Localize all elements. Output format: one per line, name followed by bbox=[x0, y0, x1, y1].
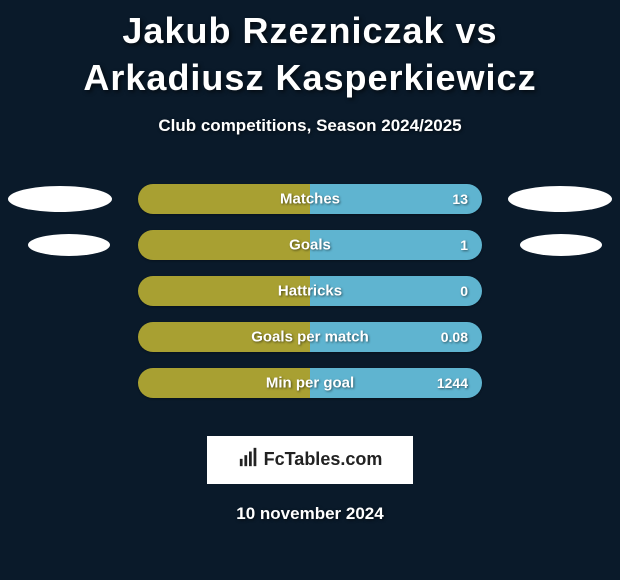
stat-bar: Min per goal 1244 bbox=[138, 368, 482, 398]
comparison-title: Jakub Rzezniczak vs Arkadiusz Kasperkiew… bbox=[0, 0, 620, 102]
oval-right bbox=[508, 186, 612, 212]
footer-date: 10 november 2024 bbox=[0, 504, 620, 524]
stat-row: Hattricks 0 bbox=[0, 268, 620, 314]
stat-bar: Matches 13 bbox=[138, 184, 482, 214]
brand-badge: FcTables.com bbox=[207, 436, 413, 484]
stat-value-right: 1 bbox=[460, 237, 468, 253]
stat-label: Goals per match bbox=[251, 328, 369, 345]
bar-right-fill bbox=[310, 230, 482, 260]
stat-value-right: 1244 bbox=[437, 375, 468, 391]
stat-row: Matches 13 bbox=[0, 176, 620, 222]
stat-row: Min per goal 1244 bbox=[0, 360, 620, 406]
stat-label: Hattricks bbox=[278, 282, 342, 299]
brand-text: FcTables.com bbox=[264, 449, 383, 470]
stat-value-right: 13 bbox=[452, 191, 468, 207]
stat-bar: Goals 1 bbox=[138, 230, 482, 260]
stat-bar: Goals per match 0.08 bbox=[138, 322, 482, 352]
bar-chart-icon bbox=[238, 446, 260, 473]
stat-row: Goals per match 0.08 bbox=[0, 314, 620, 360]
oval-left bbox=[28, 234, 110, 256]
oval-left bbox=[8, 186, 112, 212]
stats-container: Matches 13 Goals 1 Hattricks 0 Goals per match… bbox=[0, 176, 620, 406]
bar-left-fill bbox=[138, 230, 310, 260]
stat-value-right: 0 bbox=[460, 283, 468, 299]
stat-label: Min per goal bbox=[266, 374, 354, 391]
stat-value-right: 0.08 bbox=[441, 329, 468, 345]
oval-right bbox=[520, 234, 602, 256]
stat-row: Goals 1 bbox=[0, 222, 620, 268]
stat-label: Goals bbox=[289, 236, 331, 253]
stat-label: Matches bbox=[280, 190, 340, 207]
stat-bar: Hattricks 0 bbox=[138, 276, 482, 306]
comparison-subtitle: Club competitions, Season 2024/2025 bbox=[0, 116, 620, 136]
